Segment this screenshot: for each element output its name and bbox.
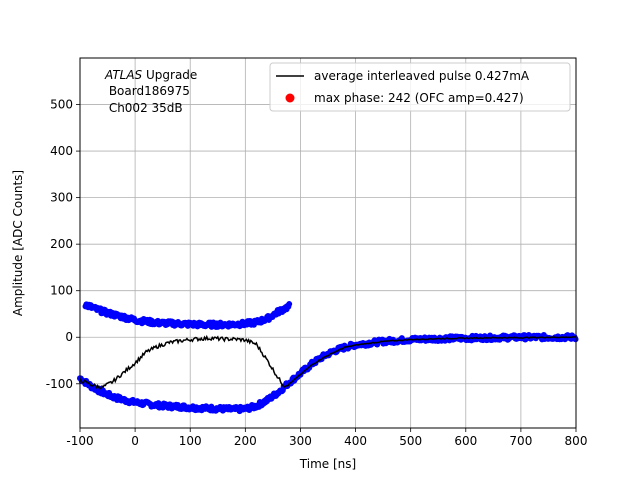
x-tick-label: 600 [454, 434, 477, 448]
x-tick-label: 300 [289, 434, 312, 448]
y-axis-label: Amplitude [ADC Counts] [11, 170, 25, 316]
legend-box [269, 62, 571, 112]
legend: average interleaved pulse 0.427mA max ph… [269, 62, 571, 112]
x-tick-label: 500 [399, 434, 422, 448]
average-pulse-line [79, 334, 577, 390]
x-tick-label: 400 [344, 434, 367, 448]
y-tick-label: 0 [65, 330, 73, 344]
legend-label-max-phase: max phase: 242 (OFC amp=0.427) [314, 91, 524, 105]
x-tick-label: 700 [509, 434, 532, 448]
x-axis-label: Time [ns] [299, 457, 356, 471]
annotation-experiment-suffix: Upgrade [142, 68, 197, 82]
y-tick-label: 200 [50, 237, 73, 251]
x-tick-label: 200 [234, 434, 257, 448]
plot-data [77, 301, 579, 415]
x-tick-label: -100 [66, 434, 93, 448]
annotation-board: Board186975 [105, 84, 190, 98]
plot-frame [79, 57, 577, 429]
y-tick-label: 100 [50, 284, 73, 298]
svg-text:ATLAS Upgrade: ATLAS Upgrade [104, 68, 197, 82]
sample-point-branch-1 [286, 301, 293, 308]
y-tick-label: -100 [46, 377, 73, 391]
legend-label-average-pulse: average interleaved pulse 0.427mA [314, 69, 530, 83]
atlas-annotation: ATLAS Upgrade Board186975 Ch002 35dB [104, 68, 197, 115]
x-tick-label: 100 [179, 434, 202, 448]
annotation-experiment: ATLAS [104, 68, 143, 82]
x-tick-label: 0 [131, 434, 139, 448]
y-tick-label: 400 [50, 144, 73, 158]
annotation-channel: Ch002 35dB [105, 101, 183, 115]
axis-ticks: -100 0 100 200 300 400 500 600 700 800 -100 0 100 200… [46, 98, 588, 448]
y-tick-label: 300 [50, 191, 73, 205]
y-tick-label: 500 [50, 98, 73, 112]
x-tick-label: 800 [565, 434, 588, 448]
legend-marker-swatch [285, 93, 295, 103]
